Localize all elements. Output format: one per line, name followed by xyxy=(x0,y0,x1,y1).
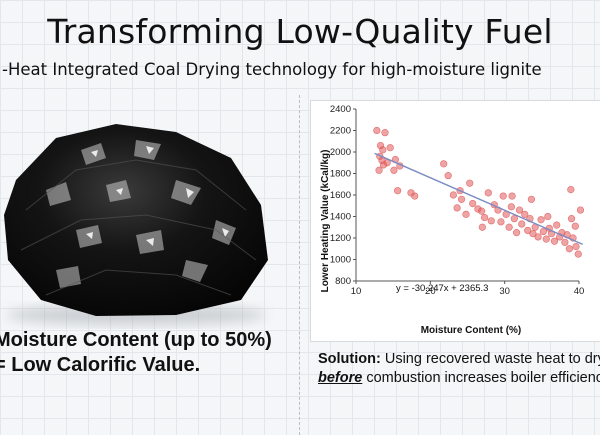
data-point xyxy=(390,166,398,174)
data-point xyxy=(386,144,394,152)
data-point xyxy=(469,199,477,208)
data-point xyxy=(565,245,573,253)
scatter-chart: 800 1000 1200 1400 1600 1800 2000 2200 2400 10 20 3… xyxy=(320,104,585,336)
data-point xyxy=(542,235,550,243)
data-point xyxy=(574,250,582,258)
data-point xyxy=(553,221,561,229)
y-tick-label: 2200 xyxy=(330,126,351,137)
solution-label: Solution: xyxy=(318,351,381,367)
y-tick-label: 1800 xyxy=(330,169,351,180)
data-point xyxy=(381,129,389,137)
solution-text: Using recovered waste heat to dry xyxy=(380,351,600,367)
data-point xyxy=(567,215,576,223)
data-point xyxy=(510,215,518,223)
trendline-equation: y = -30.247x + 2365.3 xyxy=(396,283,488,294)
data-point xyxy=(411,192,419,200)
data-point xyxy=(512,229,521,237)
data-point xyxy=(539,227,547,236)
data-point xyxy=(550,237,559,245)
solution-text-line2: combustion increases boiler efficiency xyxy=(362,370,600,386)
y-tick-label: 1200 xyxy=(330,233,351,244)
data-point xyxy=(480,213,489,222)
data-point xyxy=(508,192,516,200)
problem-caption-line2: = Low Calorific Value. xyxy=(0,354,201,376)
data-point xyxy=(462,210,470,218)
solution-caption-line1: Solution: Using recovered waste heat to … xyxy=(318,350,600,369)
solution-caption-line2: before combustion increases boiler effic… xyxy=(318,369,600,388)
y-tick-label: 2400 xyxy=(330,104,351,115)
data-point xyxy=(440,160,448,168)
data-point xyxy=(394,187,402,195)
data-point xyxy=(444,172,452,180)
data-point xyxy=(487,217,495,225)
data-point xyxy=(478,207,486,215)
x-tick-label: 10 xyxy=(351,286,362,297)
data-point xyxy=(524,226,532,235)
data-point xyxy=(449,191,457,199)
data-point xyxy=(466,179,474,187)
data-point xyxy=(544,212,552,221)
data-point xyxy=(375,166,383,174)
solution-caption: Solution: Using recovered waste heat to … xyxy=(318,350,600,388)
data-point xyxy=(571,222,579,230)
data-point xyxy=(518,220,526,228)
data-point xyxy=(499,192,507,200)
data-point xyxy=(561,238,569,246)
panel-divider xyxy=(299,95,300,435)
data-point xyxy=(484,189,492,197)
data-point xyxy=(527,195,536,203)
x-tick-label: 30 xyxy=(499,286,510,297)
data-point xyxy=(457,195,466,203)
page-subtitle: -Heat Integrated Coal Drying technology … xyxy=(2,60,542,79)
data-point xyxy=(497,218,505,226)
x-tick-label: 40 xyxy=(574,286,585,297)
data-point xyxy=(515,206,524,214)
y-tick-label: 1000 xyxy=(330,255,351,266)
data-point xyxy=(507,203,515,211)
y-axis-label: Lower Heating Value (kCal/kg) xyxy=(320,150,331,293)
y-tick-label: 2000 xyxy=(330,147,351,158)
data-point xyxy=(537,216,545,224)
page-title: Transforming Low-Quality Fuel xyxy=(47,12,553,51)
chart-card: 800 1000 1200 1400 1600 1800 2000 2200 2400 10 20 3… xyxy=(310,100,600,342)
problem-caption-line1: Moisture Content (up to 50%) xyxy=(0,329,272,351)
trendline xyxy=(374,152,583,246)
data-point xyxy=(453,204,461,212)
problem-caption: Moisture Content (up to 50%) = Low Calor… xyxy=(0,328,294,378)
coal-lump-image xyxy=(4,124,268,325)
x-axis-label: Moisture Content (%) xyxy=(421,325,522,336)
y-tick-label: 1600 xyxy=(330,190,351,201)
data-point xyxy=(373,126,381,135)
data-point xyxy=(521,210,529,218)
data-point xyxy=(572,243,580,251)
x-tick-label: 20 xyxy=(425,286,436,297)
data-point xyxy=(505,223,513,231)
data-point xyxy=(529,230,537,238)
data-point xyxy=(576,206,585,214)
data-point xyxy=(567,186,575,194)
y-tick-label: 1400 xyxy=(330,212,351,223)
data-point xyxy=(534,233,542,241)
y-tick-label: 800 xyxy=(335,276,351,287)
before-emphasis: before xyxy=(318,370,363,386)
data-point xyxy=(379,146,387,154)
data-point xyxy=(478,223,486,231)
